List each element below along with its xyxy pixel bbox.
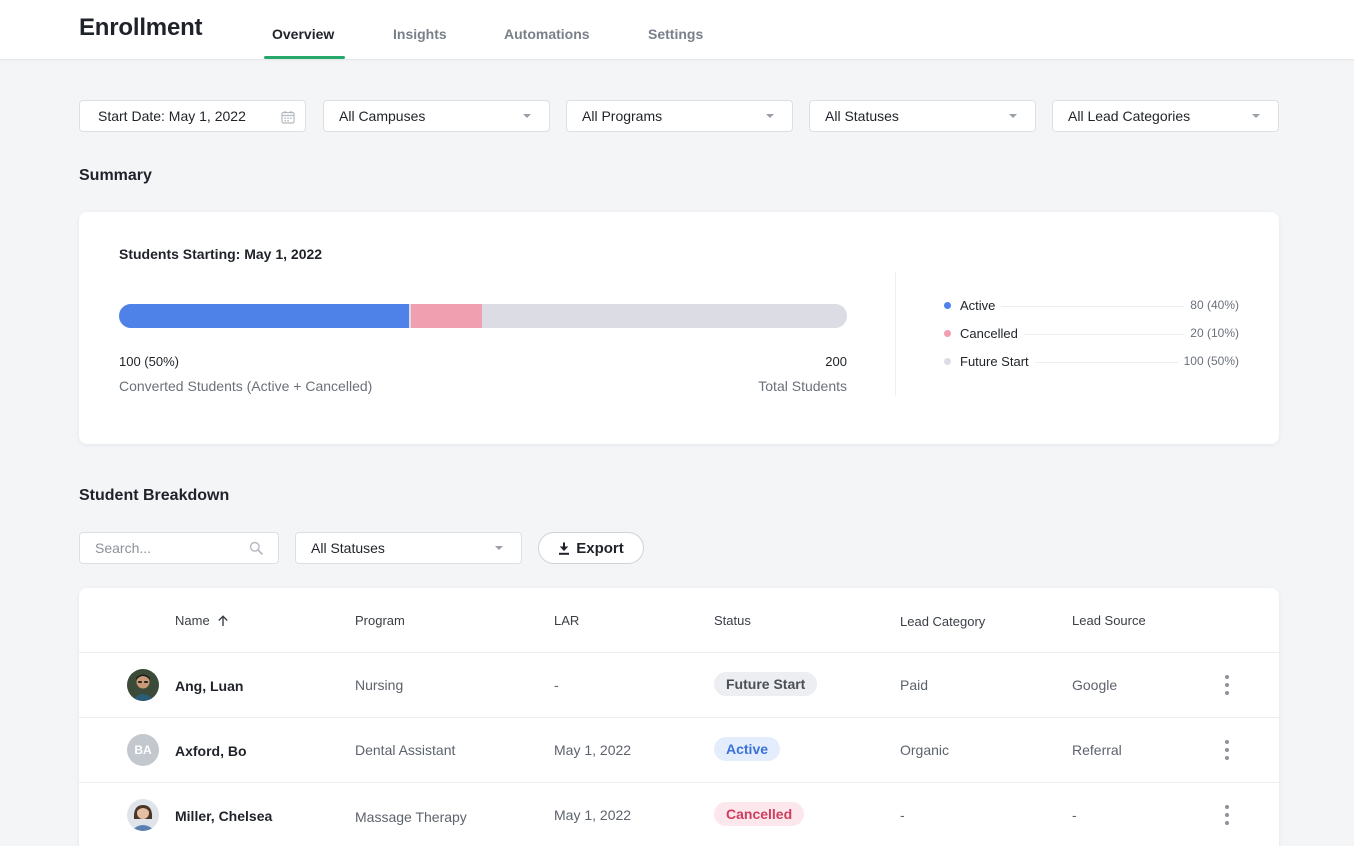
column-header-lead-source[interactable]: Lead Source: [1072, 613, 1146, 628]
legend-leader-line: [960, 334, 1239, 335]
column-header-status[interactable]: Status: [714, 613, 751, 628]
more-options-icon[interactable]: [1223, 740, 1231, 760]
program-select-value: All Programs: [582, 108, 663, 124]
column-header-program[interactable]: Program: [355, 613, 405, 628]
legend-leader-line: [960, 306, 1239, 307]
tab-insights[interactable]: Insights: [393, 26, 447, 42]
student-name[interactable]: Axford, Bo: [175, 743, 247, 759]
converted-students-value: 100 (50%): [119, 354, 179, 369]
chevron-down-icon: [1252, 114, 1260, 118]
summary-subtitle: Students Starting: May 1, 2022: [119, 246, 323, 262]
legend-item-future-start: Future Start 100 (50%): [944, 353, 1239, 371]
student-lar: -: [554, 677, 559, 693]
column-header-name[interactable]: Name: [175, 613, 229, 628]
tab-automations[interactable]: Automations: [504, 26, 590, 42]
legend-value: 100 (50%): [1177, 354, 1239, 368]
summary-card: Students Starting: May 1, 2022 100 (50%)…: [79, 212, 1279, 444]
status-select-value: All Statuses: [825, 108, 899, 124]
legend-value: 80 (40%): [1184, 298, 1239, 312]
converted-students-label: Converted Students (Active + Cancelled): [119, 378, 373, 394]
legend-item-active: Active 80 (40%): [944, 297, 1239, 315]
legend-value: 20 (10%): [1184, 326, 1239, 340]
column-header-lar[interactable]: LAR: [554, 613, 580, 628]
chevron-down-icon: [1009, 114, 1017, 118]
export-button[interactable]: Export: [538, 532, 644, 564]
student-program: Dental Assistant: [355, 742, 456, 758]
start-date-picker[interactable]: Start Date: May 1, 2022: [79, 100, 306, 132]
status-badge: Cancelled: [714, 802, 805, 826]
table-row[interactable]: Ang, Luan Nursing - Future Start Paid Go…: [79, 652, 1279, 717]
search-input[interactable]: [95, 540, 245, 556]
enrollment-progress-bar: [119, 304, 847, 328]
legend-item-cancelled: Cancelled 20 (10%): [944, 325, 1239, 343]
status-badge: Future Start: [714, 672, 818, 696]
avatar: [127, 799, 159, 831]
sort-ascending-icon: [217, 614, 228, 626]
legend-dot-active: [944, 302, 951, 309]
legend-label: Future Start: [960, 354, 1035, 369]
campus-select-value: All Campuses: [339, 108, 426, 124]
legend-dot-cancelled: [944, 330, 951, 337]
student-name[interactable]: Ang, Luan: [175, 678, 244, 694]
legend-label: Active: [960, 298, 1002, 313]
column-header-lead-category[interactable]: Lead Category: [900, 614, 986, 629]
calendar-icon: [281, 111, 295, 124]
bar-segment-active: [119, 304, 410, 328]
avatar: [127, 669, 159, 701]
tab-overview[interactable]: Overview: [272, 26, 335, 42]
bar-segment-future-start: [484, 304, 847, 328]
legend-dot-future-start: [944, 358, 951, 365]
student-lead-source: Referral: [1072, 742, 1122, 758]
lead-category-select[interactable]: All Lead Categories: [1052, 100, 1279, 132]
chevron-down-icon: [495, 546, 503, 550]
table-row[interactable]: BA Axford, Bo Dental Assistant May 1, 20…: [79, 717, 1279, 782]
bar-segment-cancelled: [411, 304, 482, 328]
table-row[interactable]: Miller, Chelsea Massage Therapy May 1, 2…: [79, 782, 1279, 846]
student-lead-category: -: [900, 807, 905, 823]
student-lead-source: Google: [1072, 677, 1118, 693]
student-lead-source: -: [1072, 807, 1077, 823]
student-lar: May 1, 2022: [554, 807, 632, 823]
download-icon: [559, 542, 570, 555]
divider: [895, 272, 896, 396]
student-breakdown-heading: Student Breakdown: [79, 487, 230, 504]
total-students-label: Total Students: [758, 378, 847, 394]
page-title: Enrollment: [79, 14, 203, 41]
program-select[interactable]: All Programs: [566, 100, 793, 132]
legend-label: Cancelled: [960, 326, 1024, 341]
status-select[interactable]: All Statuses: [809, 100, 1036, 132]
breakdown-status-value: All Statuses: [311, 540, 385, 556]
search-icon: [249, 541, 263, 555]
top-bar: Enrollment Overview Insights Automations…: [0, 0, 1354, 60]
chevron-down-icon: [766, 114, 774, 118]
avatar: BA: [127, 734, 159, 766]
campus-select[interactable]: All Campuses: [323, 100, 550, 132]
active-tab-indicator: [264, 56, 345, 59]
tab-settings[interactable]: Settings: [648, 26, 704, 42]
student-name[interactable]: Miller, Chelsea: [175, 808, 273, 824]
student-lar: May 1, 2022: [554, 742, 632, 758]
student-lead-category: Paid: [900, 677, 929, 693]
more-options-icon[interactable]: [1223, 675, 1231, 695]
total-students-value: 200: [825, 354, 847, 369]
legend-leader-line: [960, 362, 1239, 363]
more-options-icon[interactable]: [1223, 805, 1231, 825]
student-lead-category: Organic: [900, 742, 950, 758]
summary-heading: Summary: [79, 167, 152, 184]
lead-category-select-value: All Lead Categories: [1068, 108, 1191, 124]
student-program: Massage Therapy: [355, 809, 467, 825]
student-program: Nursing: [355, 677, 404, 693]
breakdown-status-select[interactable]: All Statuses: [295, 532, 522, 564]
export-label: Export: [576, 539, 624, 557]
status-badge: Active: [714, 737, 781, 761]
search-box[interactable]: [79, 532, 279, 564]
student-table: Name Program LAR Status Lead Category Le…: [79, 588, 1279, 846]
column-header-name-label: Name: [175, 613, 210, 628]
start-date-value: Start Date: May 1, 2022: [98, 108, 246, 124]
chevron-down-icon: [523, 114, 531, 118]
